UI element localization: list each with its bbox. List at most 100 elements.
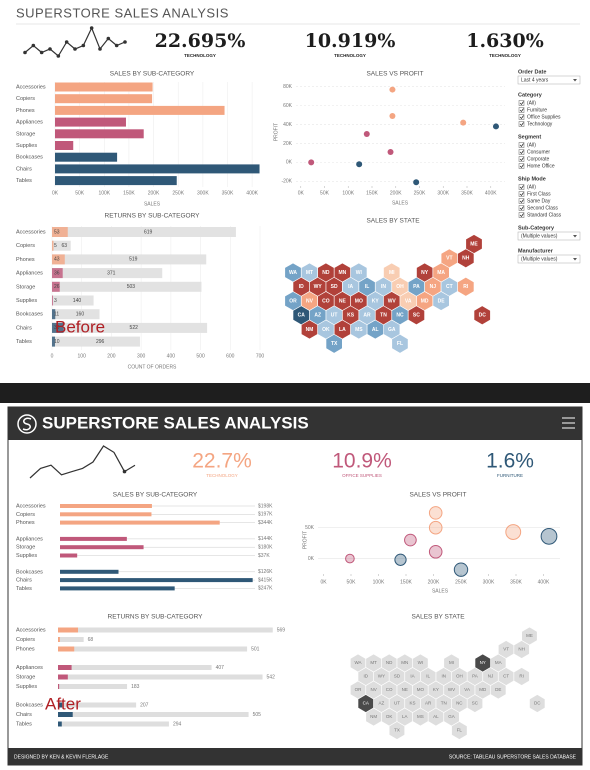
state-tile[interactable] [293, 306, 310, 325]
state-tile[interactable] [405, 667, 420, 686]
state-tile[interactable] [457, 249, 474, 268]
filter-checkbox[interactable] [518, 114, 525, 120]
state-tile[interactable] [420, 694, 436, 713]
state-tile[interactable] [522, 627, 537, 645]
state-tile[interactable] [475, 681, 491, 699]
state-tile[interactable] [441, 277, 458, 296]
state-tile[interactable] [467, 667, 483, 686]
filter-option[interactable]: Corporate [527, 156, 549, 162]
state-tile[interactable] [381, 654, 397, 672]
state-tile[interactable] [428, 681, 444, 699]
state-tile[interactable] [451, 667, 467, 686]
state-tile[interactable] [366, 654, 381, 672]
state-tile[interactable] [498, 640, 514, 659]
filter-option[interactable]: Furniture [527, 107, 547, 113]
state-tile[interactable] [444, 708, 459, 726]
filter-checkbox[interactable] [518, 163, 525, 169]
filter-checkbox[interactable] [518, 198, 525, 204]
state-tile[interactable] [433, 291, 449, 311]
state-tile[interactable] [451, 721, 467, 740]
filter-checkbox[interactable] [518, 100, 525, 106]
filter-option[interactable]: Consumer [527, 149, 550, 155]
state-tile[interactable] [457, 277, 474, 296]
filter-option[interactable]: First Class [527, 191, 551, 197]
state-tile[interactable] [397, 654, 413, 672]
state-tile[interactable] [529, 694, 545, 713]
state-tile[interactable] [514, 667, 530, 686]
state-tile[interactable] [498, 667, 514, 686]
state-tile[interactable] [420, 667, 436, 686]
state-tile[interactable] [334, 263, 351, 282]
filter-dropdown[interactable] [517, 75, 581, 85]
filter-option[interactable]: (All) [527, 100, 536, 106]
state-tile[interactable] [350, 291, 367, 311]
state-tile[interactable] [373, 667, 389, 686]
state-tile[interactable] [326, 334, 342, 353]
filter-option[interactable]: Technology [527, 121, 553, 127]
state-tile[interactable] [408, 306, 425, 325]
state-tile[interactable] [441, 249, 458, 268]
filter-checkbox[interactable] [518, 149, 525, 155]
state-tile[interactable] [459, 681, 475, 699]
filter-dropdown-value[interactable]: (Multiple values) [521, 256, 558, 262]
state-tile[interactable] [416, 291, 433, 311]
state-tile[interactable] [392, 334, 408, 353]
filter-checkbox[interactable] [518, 212, 525, 218]
state-tile[interactable] [366, 708, 381, 726]
state-tile[interactable] [285, 263, 301, 282]
state-tile[interactable] [373, 694, 389, 713]
state-tile[interactable] [359, 306, 375, 325]
state-tile[interactable] [383, 263, 400, 282]
state-tile[interactable] [375, 277, 392, 296]
state-tile[interactable] [416, 263, 433, 282]
state-tile[interactable] [350, 263, 367, 282]
state-tile[interactable] [358, 694, 374, 713]
filter-dropdown-value[interactable]: (Multiple values) [521, 233, 558, 239]
state-tile[interactable] [389, 694, 405, 713]
state-tile[interactable] [375, 306, 392, 325]
filter-dropdown[interactable] [517, 254, 581, 264]
state-tile[interactable] [309, 277, 326, 296]
filter-checkbox[interactable] [518, 184, 525, 190]
state-tile[interactable] [408, 277, 425, 296]
filter-option[interactable]: Standard Class [527, 212, 562, 218]
state-tile[interactable] [412, 654, 428, 672]
state-tile[interactable] [397, 708, 413, 726]
state-tile[interactable] [381, 708, 397, 726]
state-tile[interactable] [490, 654, 506, 672]
state-tile[interactable] [405, 694, 420, 713]
state-tile[interactable] [475, 654, 491, 672]
state-tile[interactable] [490, 681, 506, 699]
state-tile[interactable] [412, 708, 428, 726]
state-tile[interactable] [285, 291, 301, 311]
filter-checkbox[interactable] [518, 107, 525, 113]
state-tile[interactable] [367, 291, 384, 311]
state-tile[interactable] [400, 291, 417, 311]
filter-option[interactable]: Same Day [527, 198, 551, 204]
state-tile[interactable] [326, 277, 342, 296]
filter-dropdown-value[interactable]: Last 4 years [521, 77, 549, 83]
state-tile[interactable] [392, 277, 408, 296]
state-tile[interactable] [383, 320, 400, 339]
state-tile[interactable] [342, 306, 359, 325]
state-tile[interactable] [425, 277, 441, 296]
state-tile[interactable] [318, 291, 334, 311]
state-tile[interactable] [301, 263, 318, 282]
state-tile[interactable] [466, 234, 482, 254]
state-tile[interactable] [412, 681, 428, 699]
state-tile[interactable] [309, 306, 326, 325]
state-tile[interactable] [342, 277, 359, 296]
state-tile[interactable] [334, 291, 351, 311]
state-tile[interactable] [293, 277, 310, 296]
filter-option[interactable]: (All) [527, 184, 536, 190]
state-tile[interactable] [318, 320, 334, 339]
filter-checkbox[interactable] [518, 142, 525, 148]
state-tile[interactable] [392, 306, 408, 325]
state-tile[interactable] [301, 320, 318, 339]
filter-checkbox[interactable] [518, 121, 525, 127]
state-tile[interactable] [318, 263, 334, 282]
state-tile[interactable] [433, 263, 449, 282]
state-tile[interactable] [366, 681, 381, 699]
state-tile[interactable] [451, 694, 467, 713]
filter-option[interactable]: (All) [527, 142, 536, 148]
